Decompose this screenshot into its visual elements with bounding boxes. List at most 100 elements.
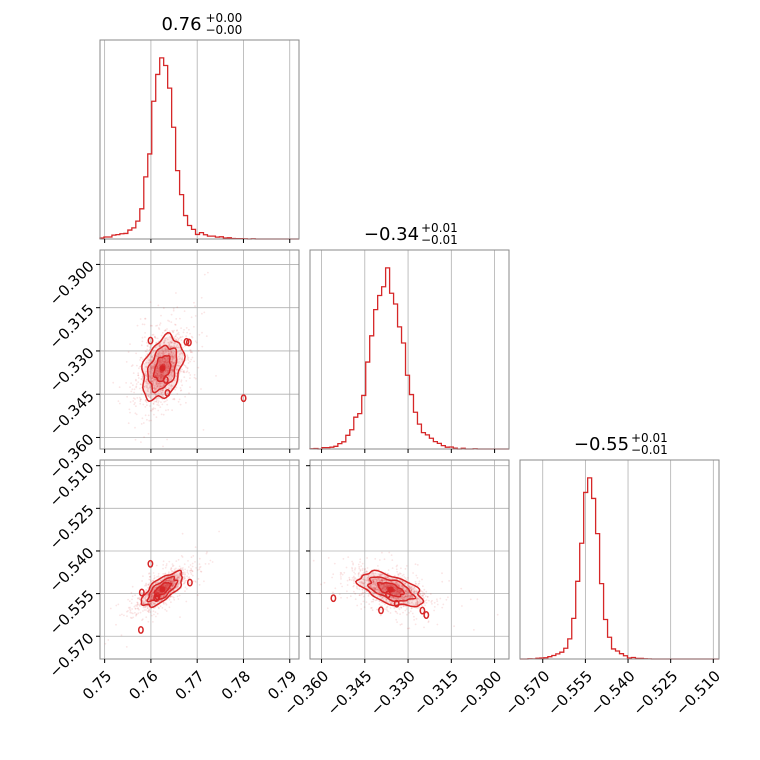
sample-point bbox=[160, 413, 163, 416]
sample-point bbox=[165, 587, 168, 589]
sample-point bbox=[149, 367, 151, 370]
sample-point bbox=[461, 605, 463, 607]
sample-point bbox=[141, 336, 144, 339]
sample-point bbox=[166, 583, 169, 586]
sample-point bbox=[164, 585, 167, 588]
sample-point bbox=[157, 589, 159, 591]
sample-point bbox=[218, 530, 221, 533]
sample-point bbox=[168, 375, 171, 377]
sample-point bbox=[421, 578, 423, 581]
sample-point bbox=[156, 355, 159, 358]
sample-point bbox=[164, 585, 167, 587]
sample-point bbox=[178, 574, 180, 577]
sample-point bbox=[144, 584, 146, 587]
sample-point bbox=[156, 576, 158, 578]
sample-point bbox=[160, 599, 163, 602]
sample-point bbox=[411, 601, 413, 604]
sample-point bbox=[159, 361, 162, 363]
axis-tick-labels: 0.75 0.76 0.77 0.78 0.79−0.360−0.345−0.330−0… bbox=[46, 257, 724, 719]
sample-point bbox=[424, 604, 426, 607]
sample-point bbox=[382, 587, 384, 590]
sample-point bbox=[166, 392, 169, 395]
sample-point bbox=[144, 317, 147, 320]
sample-point bbox=[172, 585, 174, 587]
sample-point bbox=[151, 595, 153, 598]
sample-point bbox=[154, 581, 157, 584]
sample-point bbox=[156, 324, 159, 327]
sample-point bbox=[353, 584, 355, 587]
sample-point bbox=[386, 576, 389, 579]
sample-point bbox=[169, 587, 172, 590]
sample-point bbox=[166, 357, 169, 360]
sample-point bbox=[170, 368, 173, 371]
sample-point bbox=[159, 376, 162, 378]
sample-point bbox=[421, 594, 424, 597]
sample-point bbox=[182, 567, 184, 569]
sample-point bbox=[148, 575, 151, 578]
sample-point bbox=[150, 409, 153, 412]
sample-point bbox=[183, 364, 186, 366]
sample-point bbox=[442, 603, 445, 606]
hist-panel-2-grid bbox=[542, 460, 714, 659]
sample-point bbox=[157, 353, 159, 355]
sample-point bbox=[169, 353, 172, 356]
sample-point bbox=[356, 585, 358, 588]
sample-point bbox=[156, 337, 159, 340]
sample-point bbox=[406, 595, 408, 598]
sample-point bbox=[177, 362, 180, 364]
sample-point bbox=[151, 366, 153, 369]
sample-point bbox=[206, 551, 208, 553]
sample-point bbox=[147, 390, 150, 393]
sample-point bbox=[402, 585, 404, 588]
sample-point bbox=[165, 366, 168, 369]
sample-point bbox=[144, 366, 147, 368]
sample-point bbox=[150, 592, 153, 595]
scatter-panel-2-1 bbox=[306, 459, 510, 663]
sample-point bbox=[146, 593, 149, 596]
sample-point bbox=[160, 334, 163, 337]
sample-point bbox=[162, 389, 165, 391]
sample-point bbox=[171, 358, 173, 360]
sample-point bbox=[164, 361, 167, 364]
sample-point bbox=[362, 581, 365, 584]
sample-point bbox=[144, 375, 147, 377]
sample-point bbox=[155, 400, 158, 403]
sample-point bbox=[190, 556, 193, 559]
sample-point bbox=[394, 581, 397, 584]
sample-point bbox=[136, 603, 139, 606]
sample-point bbox=[171, 579, 173, 582]
sample-point bbox=[404, 568, 407, 570]
sample-point bbox=[164, 358, 167, 361]
sample-point bbox=[162, 384, 165, 387]
sample-point bbox=[169, 341, 172, 343]
sample-point bbox=[152, 369, 155, 372]
sample-point bbox=[194, 377, 197, 380]
sample-point bbox=[167, 365, 169, 368]
sample-point bbox=[137, 597, 139, 600]
sample-point bbox=[381, 579, 383, 582]
sample-point bbox=[165, 349, 168, 352]
sample-point bbox=[170, 580, 173, 583]
sample-point bbox=[160, 376, 163, 378]
sample-point bbox=[166, 356, 169, 359]
sample-point bbox=[382, 587, 385, 589]
sample-point bbox=[418, 580, 421, 583]
sample-point bbox=[161, 373, 164, 376]
sample-point bbox=[175, 368, 178, 371]
sample-point bbox=[161, 578, 164, 580]
sample-point bbox=[168, 344, 170, 347]
sample-point bbox=[410, 602, 413, 604]
x-tick-label: 0.77 bbox=[172, 667, 208, 703]
sample-point bbox=[413, 590, 416, 593]
sample-point bbox=[145, 378, 148, 381]
sample-point bbox=[362, 582, 365, 585]
sample-point bbox=[191, 356, 194, 359]
sample-point bbox=[433, 601, 436, 604]
sample-point bbox=[182, 569, 185, 572]
sample-point bbox=[416, 590, 418, 593]
sample-point bbox=[381, 596, 383, 599]
sample-point bbox=[126, 615, 128, 617]
sample-point bbox=[150, 340, 153, 343]
sample-point bbox=[145, 386, 148, 388]
sample-point bbox=[353, 590, 355, 593]
